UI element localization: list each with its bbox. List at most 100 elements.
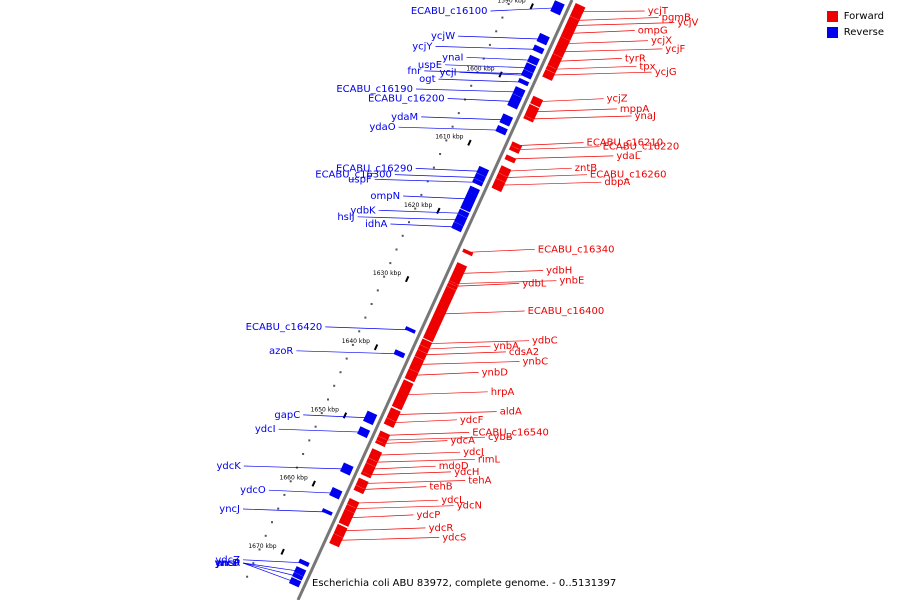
leader-ansP [242,562,296,583]
gene-label-ompN: ompN [370,191,400,202]
gene-label-ycjF: ycjF [665,44,685,55]
gene-label-ycjY: ycjY [412,41,433,52]
gene-ECABU_c16290[interactable] [476,165,490,177]
minor-tick [314,425,317,428]
gene-label-ydcZ: ydcZ [215,555,240,566]
gene-label-ECABU_c16200: ECABU_c16200 [368,94,445,105]
leader-ydbC [425,340,530,345]
gene-label-ECABU_c16190: ECABU_c16190 [336,84,413,95]
leader-cybB [381,436,486,441]
minor-tick [395,248,398,251]
gene-label-ydbC: ydbC [532,336,558,347]
minor-tick [364,316,367,319]
leader-ynbA [423,345,491,350]
gene-label-ynaJ: ynaJ [635,111,656,122]
leader-ydcF [389,419,457,424]
tick-label: 1670 kbp [248,543,276,550]
gene-cdsA2[interactable] [414,349,428,361]
gene-label-hslJ: hslJ [337,212,354,223]
gene-ynbD[interactable] [404,368,419,383]
tick-label: 1630 kbp [373,270,401,277]
leader-yncJ [242,508,328,513]
gene-ECABU_c16420[interactable] [404,326,416,334]
leader-ECABU_c16210 [516,142,584,146]
minor-tick [333,384,336,387]
gene-label-tehB: tehB [429,482,452,493]
leader-ydcI [278,428,364,433]
minor-tick [457,112,460,115]
gene-label-ECABU_c16100: ECABU_c16100 [411,6,488,17]
gene-label-ogt: ogt [419,74,435,85]
gene-ECABU_c16340[interactable] [462,248,474,257]
gene-label-yncJ: yncJ [219,504,240,515]
gene-hrpA[interactable] [391,379,414,411]
gene-label-ycjI: ycjI [439,67,456,78]
forward-swatch [826,10,838,22]
gene-label-yncD: yncD [215,558,241,569]
minor-tick [389,262,392,265]
gene-label-tehA: tehA [468,476,491,487]
leader-ompN [403,195,471,200]
minor-tick [414,207,417,210]
gene-label-ECABU_c16290: ECABU_c16290 [336,163,413,174]
leader-ycjY [435,46,539,50]
leader-tehB [359,486,427,490]
tick-label: 1590 kbp [497,0,525,4]
gene-ydaM[interactable] [499,113,514,127]
minor-tick [283,493,286,496]
major-tick [280,548,285,555]
leader-ECABU_c16260 [501,174,587,179]
gene-label-cdsA2: cdsA2 [509,347,539,358]
leader-ydcL [353,499,439,504]
minor-tick [432,166,435,169]
gene-rimL[interactable] [366,457,378,467]
gene-label-rimL: rimL [478,454,501,465]
gene-label-fnr: fnr [407,66,422,77]
legend-forward-label: Forward [843,10,884,22]
gene-label-ECABU_c16210: ECABU_c16210 [587,138,664,149]
gene-ECABU_c16300[interactable] [473,172,486,183]
leader-hrpA [402,391,488,396]
gene-azoR[interactable] [393,349,406,359]
gene-label-ycjX: ycjX [651,36,672,47]
gene-ECABU_c16260[interactable] [495,172,508,183]
leader-uspF [374,178,478,183]
gene-hslJ[interactable] [454,213,468,227]
leader-ycjW [458,35,544,40]
gene-label-hrpA: hrpA [491,387,515,398]
gene-label-cybB: cybB [488,432,513,443]
gene-label-ydaM: ydaM [391,112,418,123]
gene-ECABU_c16400[interactable] [423,286,457,343]
leader-mdoD [368,465,436,470]
tick-label: 1640 kbp [342,338,370,345]
gene-ydbK[interactable] [457,208,470,218]
tick-label: 1620 kbp [404,202,432,209]
gene-ydbL[interactable] [446,282,458,291]
gene-label-ynaI: ynaI [442,52,463,63]
leader-ycjF [559,48,663,53]
major-tick [467,139,472,146]
gene-label-ynbE: ynbE [559,276,584,287]
gene-aldA[interactable] [386,407,401,422]
leader-ECABU_c16220 [514,146,600,151]
major-tick [342,412,348,419]
gene-tpx[interactable] [545,65,558,74]
gene-label-ECABU_c16400: ECABU_c16400 [528,306,605,317]
gene-label-ynbD: ynbD [482,367,509,378]
gene-ydcR[interactable] [333,523,348,538]
gene-ycjW[interactable] [536,32,550,46]
gene-labels: ycjTpgmBycjVompGycjXycjFtyrRtpxycjGycjZm… [215,6,699,569]
leader-ycjT [577,10,645,13]
gene-ydcK[interactable] [340,462,354,476]
minor-tick [258,548,261,551]
leader-ompG [567,30,635,34]
leader-ydcJ [375,451,461,456]
gene-uspF[interactable] [472,178,484,187]
gene-ycjT[interactable] [569,3,586,21]
leader-ycjZ [536,98,604,103]
minor-tick [339,371,342,374]
gene-label-ycjZ: ycjZ [607,94,628,105]
minor-tick [320,412,323,415]
gene-ogt[interactable] [517,77,530,87]
